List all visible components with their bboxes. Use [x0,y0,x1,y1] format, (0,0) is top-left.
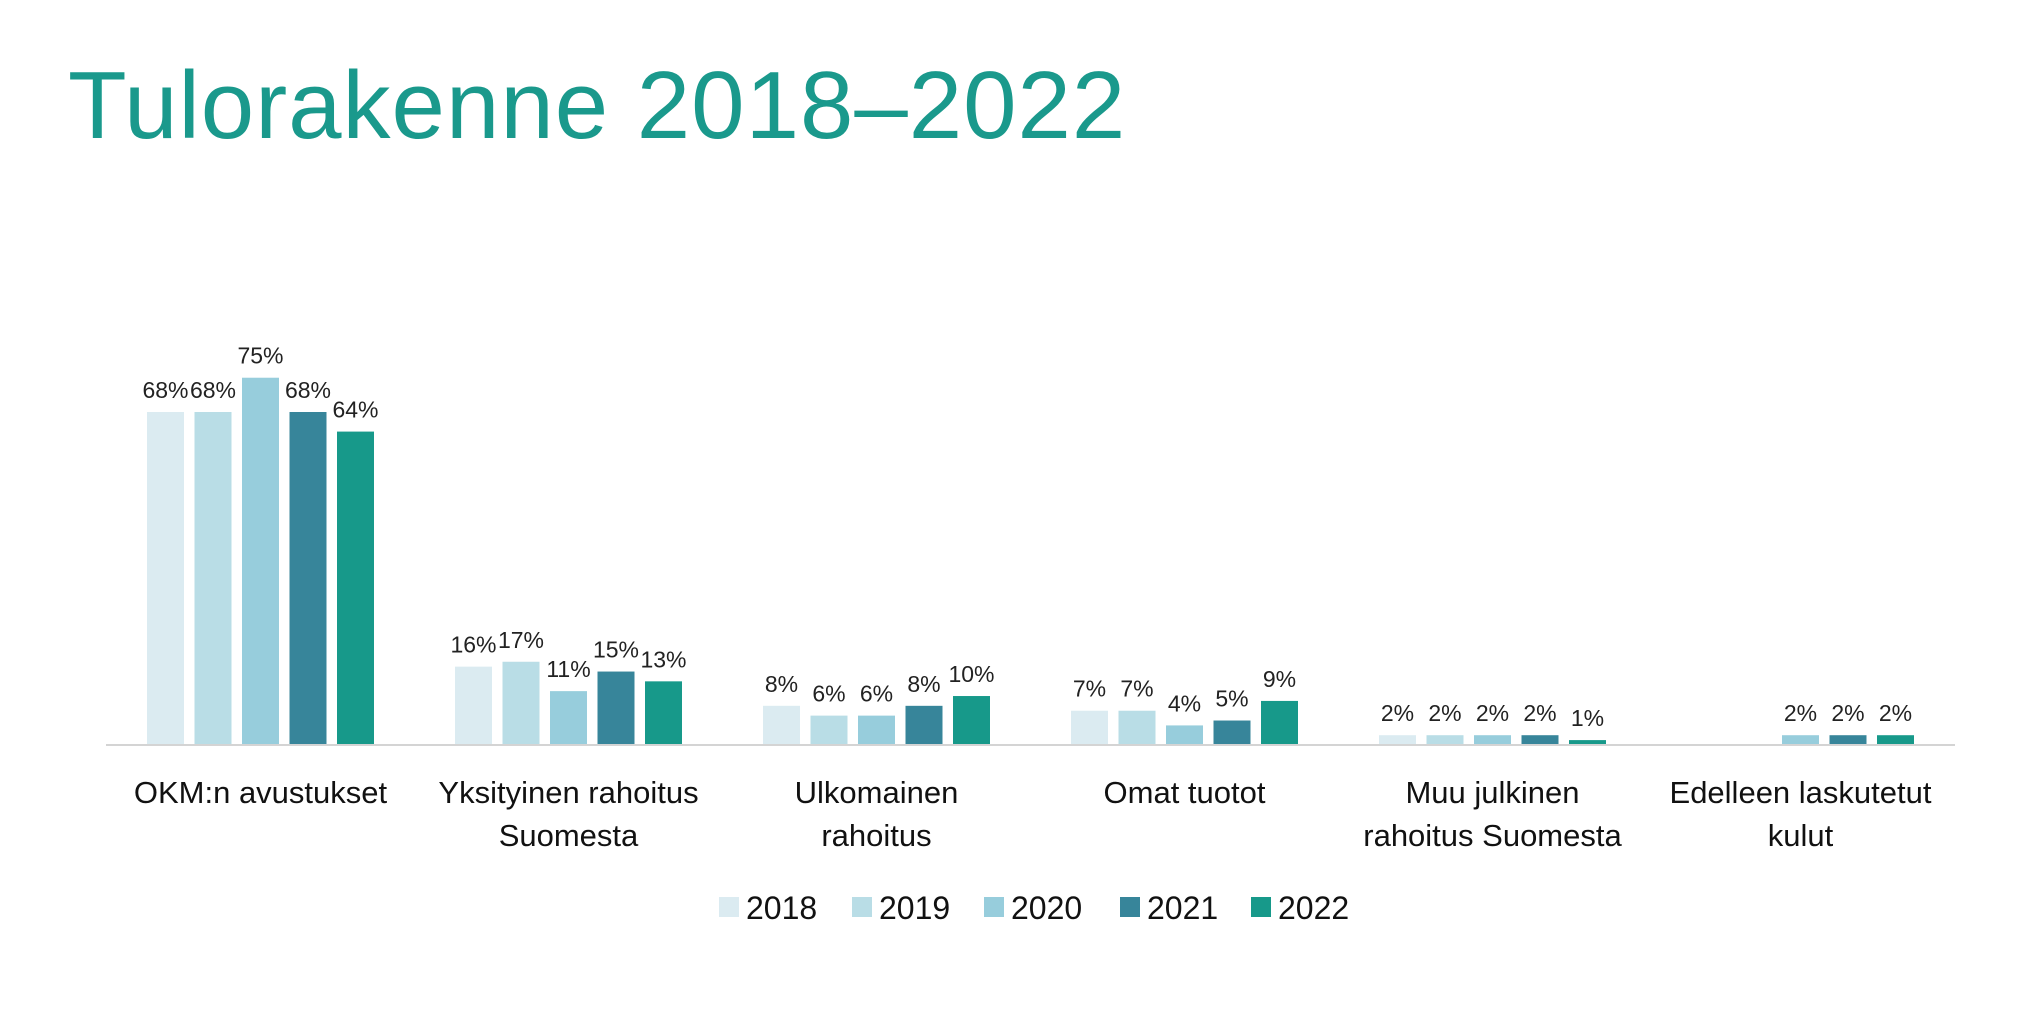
legend-swatch-2022 [1251,897,1271,917]
bar-2019-cat-3 [1118,710,1156,745]
bar-2018-cat-3 [1071,710,1108,745]
legend-swatch-2020 [984,897,1004,917]
category-label-3-line-0: Omat tuotot [1104,775,1266,810]
bar-2021-cat-4 [1521,735,1559,745]
bar-2018-cat-2 [763,705,800,745]
legend-label-2021: 2021 [1147,890,1218,926]
data-label-2021-cat-5: 2% [1831,700,1864,726]
data-label-2020-cat-3: 4% [1168,690,1201,716]
bar-2021-cat-2 [905,705,943,745]
bar-2019-cat-1 [502,661,540,745]
bar-2020-cat-5 [1782,735,1819,745]
data-label-2020-cat-0: 75% [237,343,283,369]
legend: 2018 2019 2020 2021 2022 [719,890,1349,926]
category-label-1-line-1: Suomesta [499,818,639,853]
legend-swatch-2018 [719,897,739,917]
category-labels-group: OKM:n avustukset Yksityinen rahoitus Suome… [134,775,1932,853]
data-label-2019-cat-4: 2% [1428,700,1461,726]
data-label-2021-cat-0: 68% [285,377,331,403]
bar-2020-cat-0 [242,377,279,745]
data-label-2018-cat-0: 68% [142,377,188,403]
data-label-2021-cat-3: 5% [1215,686,1248,712]
data-label-2021-cat-2: 8% [907,671,940,697]
bar-2022-cat-2 [953,696,990,745]
legend-swatch-2019 [852,897,872,917]
category-label-4-line-0: Muu julkinen [1405,775,1579,810]
data-label-2022-cat-2: 10% [948,661,994,687]
bar-2018-cat-0 [147,412,184,745]
bar-2019-cat-2 [810,715,848,745]
category-label-1-line-0: Yksityinen rahoitus [438,775,698,810]
category-label-2-line-0: Ulkomainen [795,775,959,810]
data-label-2018-cat-2: 8% [765,671,798,697]
data-label-2020-cat-1: 11% [546,656,590,682]
data-label-2020-cat-4: 2% [1476,700,1509,726]
data-label-2018-cat-4: 2% [1381,700,1414,726]
data-label-2022-cat-1: 13% [640,646,686,672]
category-label-4-line-1: rahoitus Suomesta [1363,818,1622,853]
bar-2022-cat-0 [337,431,374,745]
bar-2022-cat-3 [1261,700,1298,745]
data-label-2019-cat-0: 68% [190,377,236,403]
category-label-2-line-1: rahoitus [821,818,931,853]
chart-title: Tulorakenne 2018–2022 [68,52,1127,159]
legend-label-2020: 2020 [1011,890,1082,926]
bar-2019-cat-0 [194,412,232,745]
data-label-2021-cat-4: 2% [1523,700,1556,726]
bar-2020-cat-1 [550,691,587,745]
bar-2021-cat-1 [597,671,635,745]
bar-2022-cat-1 [645,681,682,745]
bar-2022-cat-5 [1877,735,1914,745]
category-label-0-line-0: OKM:n avustukset [134,775,388,810]
bar-2021-cat-0 [289,412,327,745]
bar-2018-cat-4 [1379,735,1416,745]
data-label-2018-cat-1: 16% [450,632,496,658]
bars-group [147,377,1914,745]
bar-2021-cat-3 [1213,720,1251,745]
legend-label-2019: 2019 [879,890,950,926]
data-label-2019-cat-3: 7% [1120,676,1153,702]
legend-label-2022: 2022 [1278,890,1349,926]
bar-2020-cat-3 [1166,725,1203,745]
data-label-2020-cat-5: 2% [1784,700,1817,726]
bar-2021-cat-5 [1829,735,1867,745]
legend-label-2018: 2018 [746,890,817,926]
data-label-2022-cat-4: 1% [1571,705,1604,731]
category-label-5-line-1: kulut [1768,818,1834,853]
data-label-2019-cat-2: 6% [812,681,845,707]
data-label-2022-cat-3: 9% [1263,666,1296,692]
bar-2020-cat-2 [858,715,895,745]
data-label-2022-cat-0: 64% [332,397,378,423]
data-label-2022-cat-5: 2% [1879,700,1912,726]
legend-swatch-2021 [1120,897,1140,917]
data-label-2018-cat-3: 7% [1073,676,1106,702]
category-label-5-line-0: Edelleen laskutetut [1670,775,1932,810]
bar-2018-cat-1 [455,666,492,745]
data-label-2021-cat-1: 15% [593,637,639,663]
bar-2022-cat-4 [1569,740,1606,745]
data-label-2020-cat-2: 6% [860,681,893,707]
data-label-2019-cat-1: 17% [498,627,544,653]
bar-2020-cat-4 [1474,735,1511,745]
bar-2019-cat-4 [1426,735,1464,745]
data-labels-group: 68% 68%75%68%64%16% 17%11%15% 13%8% 6% 6% 8% 10… [142,343,1912,731]
